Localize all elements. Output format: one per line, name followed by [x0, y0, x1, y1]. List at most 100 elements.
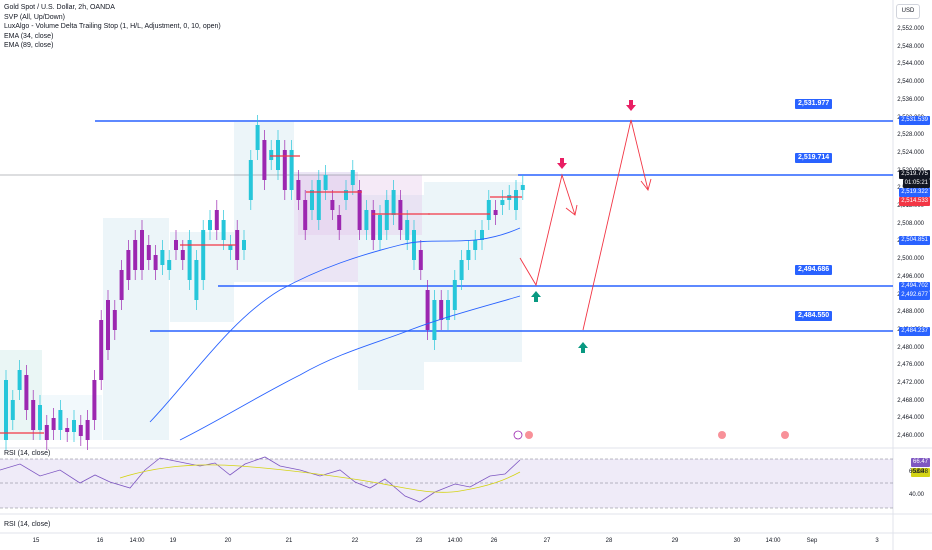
time-tick: 15 — [32, 538, 40, 544]
candle — [418, 250, 423, 270]
candle — [303, 200, 308, 230]
candle — [255, 125, 260, 150]
indicator-luxalgo[interactable]: LuxAlgo - Volume Delta Trailing Stop (1,… — [4, 23, 221, 31]
candle — [92, 380, 97, 420]
price-tick: 2,496.000 — [897, 273, 924, 280]
candle — [4, 380, 8, 440]
candle — [187, 240, 192, 280]
level-badge-3[interactable]: 2,494.686 — [795, 265, 833, 275]
candle — [337, 215, 342, 230]
candle — [480, 230, 484, 240]
candle — [126, 250, 131, 280]
price-tag-ema: 2,519.322 — [899, 188, 930, 197]
countdown-tag: 01:05:21 — [902, 179, 930, 188]
candle — [214, 210, 219, 230]
candle — [201, 230, 206, 280]
candle — [473, 240, 478, 250]
candle — [194, 260, 199, 300]
candle — [262, 140, 267, 180]
rsi-legend[interactable]: RSI (14, close) — [4, 450, 51, 457]
rsi-legend-2[interactable]: RSI (14, close) — [4, 521, 51, 528]
candle — [174, 240, 178, 250]
price-tick: 2,528.000 — [897, 132, 924, 139]
candle — [235, 230, 240, 260]
price-tick: 2,536.000 — [897, 96, 924, 103]
candle — [72, 420, 76, 432]
candle — [350, 170, 355, 185]
candle — [248, 160, 253, 200]
time-tick: 16 — [96, 538, 104, 544]
arrow-up-icon — [531, 291, 588, 353]
candle — [78, 425, 83, 436]
currency-button[interactable]: USD — [896, 4, 920, 19]
candle — [344, 190, 348, 200]
time-tick: 22 — [351, 538, 359, 544]
price-tick: 2,488.000 — [897, 309, 924, 316]
candle — [466, 250, 471, 260]
candle — [85, 420, 90, 440]
candle — [106, 300, 110, 350]
candle — [282, 150, 287, 190]
candle — [459, 260, 464, 280]
price-tick: 2,468.000 — [897, 397, 924, 404]
level-badge-1[interactable]: 2,531.977 — [795, 99, 833, 109]
time-tick: 3 — [875, 538, 879, 544]
candle — [31, 400, 36, 430]
candle — [486, 200, 491, 220]
candle — [500, 200, 505, 205]
symbol-title[interactable]: Gold Spot / U.S. Dollar, 2h, OANDA — [4, 4, 115, 11]
indicator-ema-34[interactable]: EMA (34, close) — [4, 32, 54, 40]
candle — [384, 200, 389, 230]
time-tick: 27 — [543, 538, 551, 544]
candle — [51, 418, 56, 430]
candle — [412, 230, 416, 260]
price-tag-ema34: 2,504.851 — [899, 236, 930, 245]
price-tick: 2,548.000 — [897, 43, 924, 50]
level-badge-2[interactable]: 2,519.714 — [795, 153, 833, 163]
candle — [160, 250, 165, 265]
candle — [378, 215, 382, 240]
rsi-ma-tag: 58.48 — [910, 468, 930, 477]
price-tag-level-1: 2,531.539 — [899, 116, 930, 125]
price-tick: 2,552.000 — [897, 26, 924, 32]
time-tick: 20 — [224, 538, 232, 544]
time-tick: Sep — [806, 538, 818, 544]
trailing-stop-lines — [0, 155, 522, 434]
time-tick: 29 — [671, 538, 679, 544]
candle — [133, 240, 138, 270]
candle — [425, 290, 430, 330]
volume-profile-boxes — [0, 122, 522, 440]
candle — [119, 270, 124, 300]
candle — [514, 190, 518, 210]
candle — [153, 255, 158, 270]
projection-path — [519, 119, 652, 331]
time-tick: 14:00 — [765, 538, 781, 544]
indicator-svp[interactable]: SVP (All, Up/Down) — [4, 13, 65, 21]
indicator-ema-89[interactable]: EMA (89, close) — [4, 42, 54, 50]
candle — [398, 200, 403, 230]
candle — [228, 245, 233, 250]
price-tag-last: 2,519.775 — [899, 170, 930, 179]
time-tick: 23 — [415, 538, 423, 544]
candle — [391, 190, 396, 215]
candle — [452, 280, 457, 310]
price-tick: 2,460.000 — [897, 433, 924, 440]
candle — [493, 210, 498, 215]
candle — [439, 300, 444, 320]
candle — [180, 250, 185, 260]
candle — [276, 140, 280, 170]
candle — [208, 220, 212, 230]
level-badge-4[interactable]: 2,484.550 — [795, 311, 833, 321]
candle — [357, 190, 362, 230]
candle — [221, 220, 226, 240]
ema-34-line — [149, 227, 521, 423]
time-tick: 30 — [733, 538, 741, 544]
candle — [371, 210, 376, 240]
ema-89-line — [179, 295, 521, 441]
rsi-level-40: 40.00 — [908, 492, 924, 498]
rsi-level-60: 60.00 — [908, 469, 924, 475]
candle — [140, 230, 144, 270]
support-resistance-lines[interactable] — [0, 120, 893, 332]
